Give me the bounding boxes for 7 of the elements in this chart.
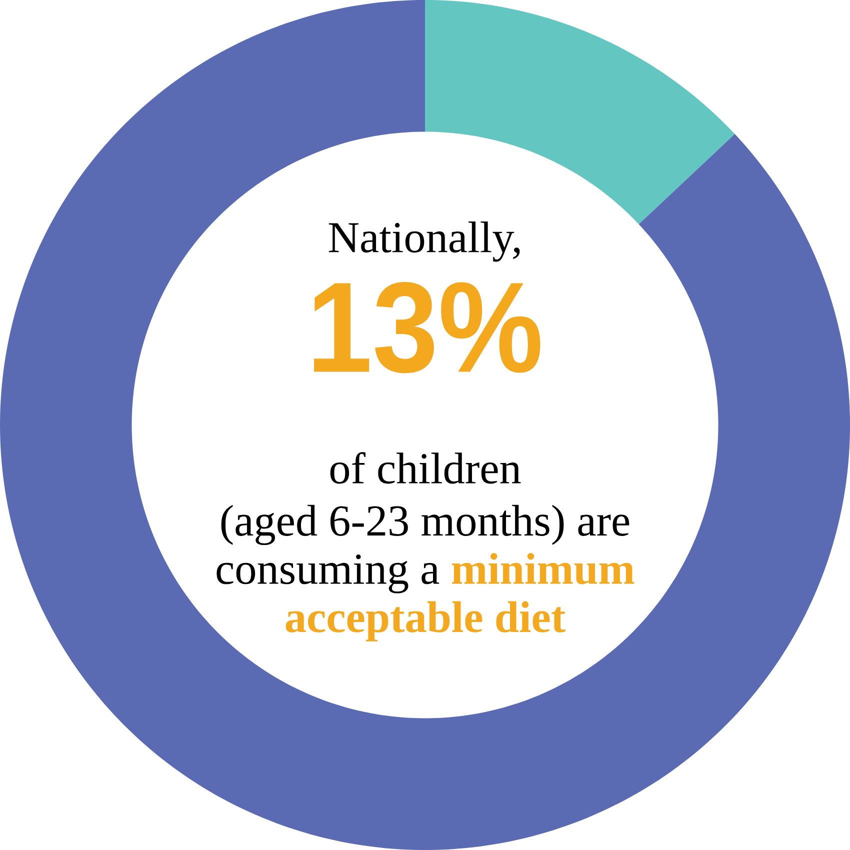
text: minimum [452,553,634,584]
text: consuming a [216,554,440,594]
text: acceptable diet [286,601,566,642]
data-label: 13% [314,282,540,374]
text: Nationally, [328,222,520,262]
text: of children [330,452,521,484]
text: (aged 6-23 months) are [221,504,630,546]
